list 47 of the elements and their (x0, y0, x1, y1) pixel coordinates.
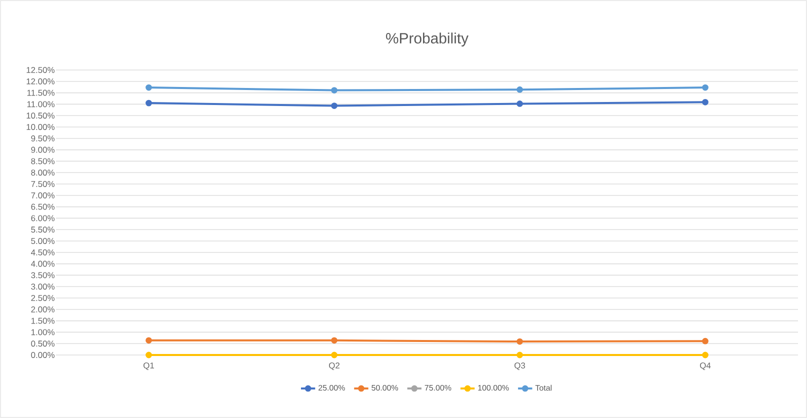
y-tick-label: 0.00% (31, 352, 55, 358)
y-tick-label: 1.00% (31, 329, 55, 336)
y-tick-label: 6.00% (31, 215, 55, 222)
point (516, 86, 523, 93)
y-tick-label: 8.00% (31, 170, 55, 176)
y-tick-label: 11.50% (27, 90, 55, 96)
y-tick-label: 4.50% (30, 249, 55, 256)
y-tick-label: 0.50% (31, 340, 55, 347)
y-tick-label: 3.50% (31, 272, 55, 278)
y-tick-label: 10.50% (26, 112, 55, 119)
point (331, 102, 338, 109)
point (516, 352, 523, 358)
x-tick-label: Q3 (514, 362, 526, 370)
point (331, 337, 338, 344)
point (702, 352, 708, 358)
y-tick-label: 5.50% (31, 226, 55, 233)
y-tick-label: 11.00% (27, 101, 55, 108)
y-tick-label: 7.50% (31, 181, 55, 187)
y-tick-label: 2.00% (31, 306, 55, 312)
y-tick-label: 7.00% (31, 192, 55, 198)
point (702, 84, 708, 91)
y-tick-label: 12.50% (26, 67, 55, 73)
point (146, 84, 152, 91)
y-tick-label: 9.00% (31, 146, 55, 153)
x-tick-label: Q1 (144, 362, 154, 370)
point (146, 100, 152, 106)
x-tick-label: Q4 (700, 362, 711, 370)
y-tick-label: 6.50% (31, 204, 55, 210)
y-tick-label: 3.00% (31, 284, 55, 290)
point (702, 98, 708, 106)
x-tick-label: Q2 (329, 362, 340, 370)
y-tick-label: 12.00% (26, 78, 55, 84)
y-tick-label: 9.50% (31, 135, 55, 142)
point (516, 100, 523, 107)
y-tick-label: 4.00% (30, 260, 55, 267)
point (331, 352, 338, 358)
y-tick-label: 1.50% (31, 318, 55, 324)
y-tick-label: 8.50% (31, 158, 55, 164)
point (146, 337, 152, 344)
point (702, 338, 708, 344)
point (331, 87, 338, 94)
point (146, 352, 152, 358)
y-tick-label: 2.50% (31, 295, 55, 301)
chart-title: %Probability (386, 32, 468, 46)
point (516, 338, 523, 345)
y-tick-label: 10.00% (26, 124, 55, 130)
y-tick-label: 5.00% (31, 238, 55, 244)
